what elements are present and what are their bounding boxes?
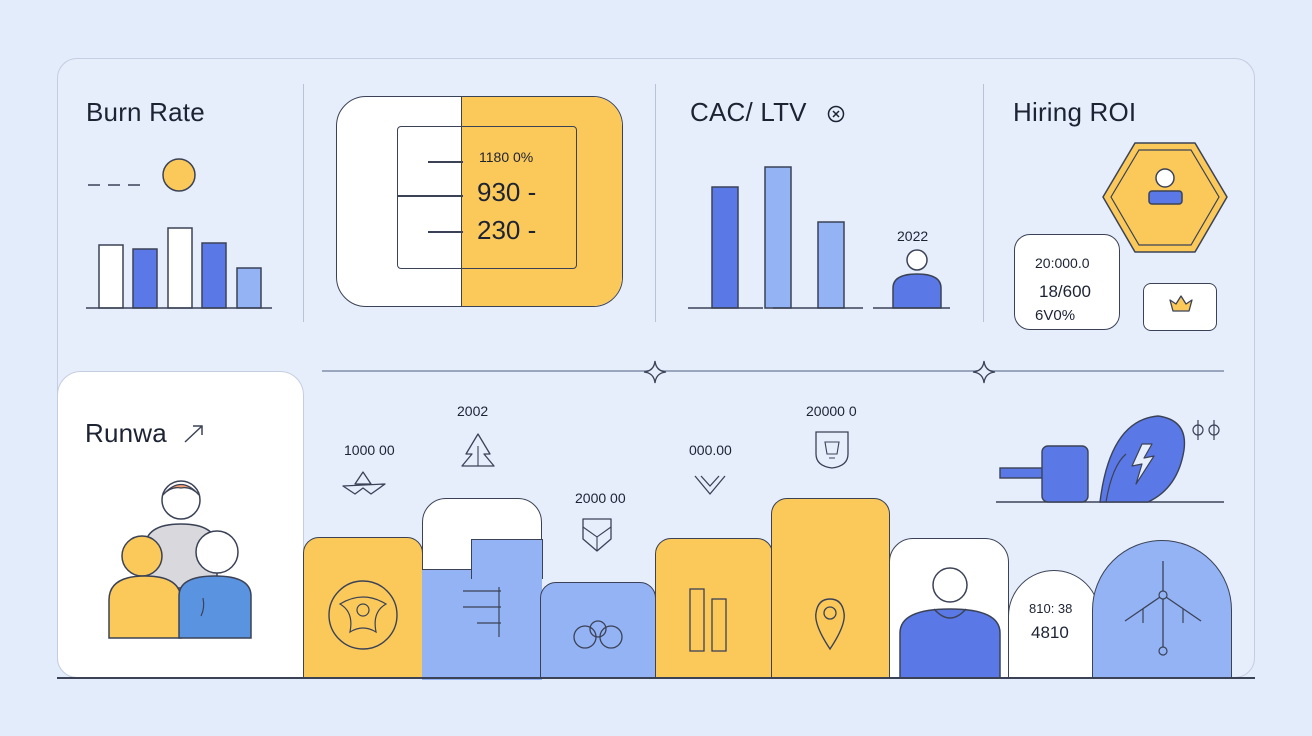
hiring-hexagon-badge <box>1102 142 1228 253</box>
paper-plane-icon <box>342 471 386 495</box>
hiring-card-value-2: 18/600 <box>1039 282 1091 301</box>
bottom-card-bars[interactable] <box>655 538 773 678</box>
cac-ltv-title: CAC/ LTV <box>690 97 807 127</box>
section-divider <box>322 370 1224 372</box>
runway-title: Runwa <box>85 418 167 448</box>
group-icon <box>573 620 623 649</box>
bottom-card-value-a: 810: 38 <box>1029 601 1073 616</box>
bottom-card-value-b: 4810 <box>1031 623 1069 642</box>
bar-chart-icon <box>689 588 727 652</box>
cac-ltv-year: 2022 <box>897 228 929 244</box>
hiring-crown-card[interactable] <box>1143 283 1217 331</box>
compass-icon <box>328 580 398 650</box>
hiring-card-value-3: 6V0% <box>1035 307 1076 324</box>
chart-lines-icon <box>463 587 501 637</box>
location-pin-icon <box>815 598 845 651</box>
badge-icon <box>815 431 849 469</box>
bottom-label-5: 20000 0 <box>806 403 857 419</box>
bottom-label-2: 2002 <box>457 403 489 419</box>
bottom-card-person[interactable] <box>889 538 1009 678</box>
baseline <box>57 677 1255 679</box>
team-illustration <box>108 480 252 639</box>
bottom-label-3: 2000 00 <box>575 490 626 506</box>
chevron-down-icon <box>694 475 726 495</box>
divider <box>303 84 304 322</box>
burn-rate-chart <box>86 158 272 309</box>
bottom-card-network[interactable] <box>1092 540 1232 678</box>
network-icon <box>1124 561 1202 656</box>
burn-rate-title: Burn Rate <box>86 97 205 127</box>
arrow-up-right-icon <box>184 425 203 443</box>
tree-icon <box>461 433 495 467</box>
person-avatar <box>899 567 1001 677</box>
cac-ltv-chart <box>688 166 950 309</box>
sparkle-icon <box>643 360 667 384</box>
divider <box>655 84 656 322</box>
bottom-card-location[interactable] <box>771 498 890 678</box>
bottom-label-4: 000.00 <box>689 442 732 458</box>
comparison-value-2: 230 - <box>477 215 537 245</box>
shield-icon <box>582 518 612 552</box>
bottom-card-chart[interactable] <box>422 498 543 680</box>
comparison-value-1: 930 - <box>477 177 537 207</box>
comparison-inner-box <box>397 126 577 269</box>
close-circle-icon[interactable] <box>827 105 845 123</box>
bottom-label-1: 1000 00 <box>344 442 395 458</box>
bottom-card-stats[interactable]: 810: 38 4810 <box>1008 570 1100 678</box>
bottom-card-group[interactable] <box>540 582 656 678</box>
crown-icon <box>1169 295 1193 312</box>
hiring-card-value-1: 20:000.0 <box>1035 255 1090 271</box>
sparkle-icon <box>972 360 996 384</box>
hiring-roi-title: Hiring ROI <box>1013 97 1137 127</box>
comparison-label: 1180 0% <box>479 149 534 165</box>
bottom-card-compass[interactable] <box>303 537 423 678</box>
divider <box>983 84 984 322</box>
hiring-stats-card[interactable]: 20:000.0 18/600 6V0% <box>1014 234 1120 330</box>
desk-illustration <box>996 415 1224 503</box>
comparison-card[interactable]: 1180 0% 930 - 230 - <box>336 96 623 307</box>
